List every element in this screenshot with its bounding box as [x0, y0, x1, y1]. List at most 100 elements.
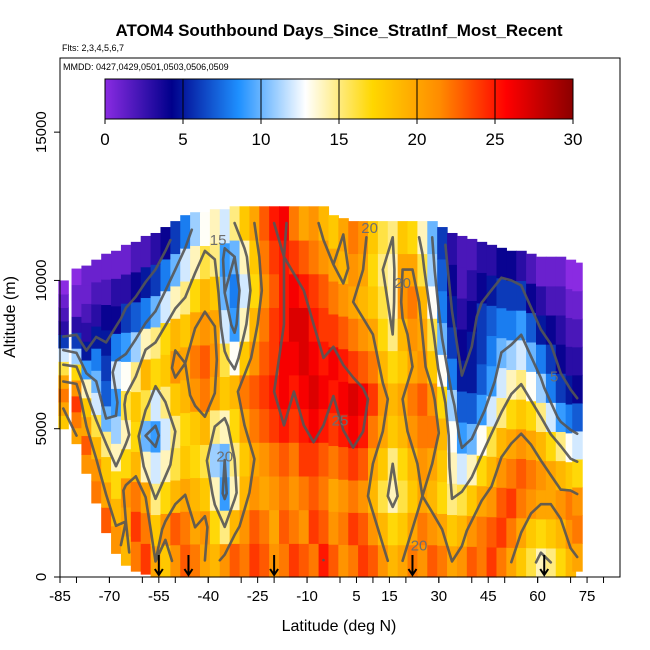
heatmap-cell	[377, 447, 389, 481]
y-tick-label: 5000	[33, 412, 50, 445]
heatmap-cell	[318, 475, 330, 511]
heatmap-cell	[91, 303, 102, 327]
heatmap-cell	[417, 253, 428, 287]
heatmap-cell	[506, 458, 517, 489]
heatmap-cell	[476, 241, 488, 273]
heatmap-cell	[298, 206, 310, 241]
heatmap-cell	[486, 516, 498, 548]
heatmap-cell	[437, 258, 448, 292]
heatmap-cell	[180, 313, 191, 348]
heatmap-cell	[81, 359, 92, 380]
heatmap-cell	[81, 303, 92, 323]
heatmap-cell	[209, 443, 221, 478]
heatmap-cell	[417, 415, 428, 449]
heatmap-cell	[572, 318, 583, 348]
heatmap-cell	[200, 245, 211, 280]
heatmap-cell	[526, 400, 537, 431]
heatmap-cell	[516, 339, 527, 370]
heatmap-cell	[101, 355, 112, 382]
heatmap-cell	[170, 350, 181, 384]
heatmap-cell	[377, 350, 389, 384]
heatmap-cell	[229, 408, 241, 443]
heatmap-cell	[377, 221, 389, 255]
heatmap-cell	[417, 512, 428, 546]
x-tick-label: 75	[579, 588, 596, 605]
heatmap-cell	[437, 417, 448, 451]
y-axis: 0 5000 10000 15000	[33, 111, 60, 581]
heatmap-cell	[318, 509, 330, 544]
profile-markers	[153, 555, 550, 577]
heatmap-cell	[288, 543, 300, 578]
heatmap-cell	[447, 420, 458, 453]
heatmap-cell	[572, 346, 583, 376]
heatmap-cell	[526, 547, 537, 578]
heatmap-cell	[209, 476, 221, 511]
heatmap-cell	[259, 442, 270, 477]
heatmap-cell	[328, 346, 339, 381]
heatmap-cell	[229, 307, 241, 342]
x-tick-label: -55	[148, 588, 170, 605]
heatmap-cell	[476, 424, 488, 456]
heatmap-cell	[427, 253, 438, 287]
heatmap-cell	[200, 477, 211, 512]
heatmap-cell	[516, 547, 527, 578]
x-axis-label: Latitude (deg N)	[282, 618, 397, 635]
heatmap-cell	[572, 486, 583, 516]
heatmap-cell	[120, 244, 132, 275]
heatmap-cell	[81, 397, 92, 418]
heatmap-cell	[219, 209, 231, 244]
heatmap-cell	[328, 544, 339, 578]
contour-label: 20	[361, 220, 378, 237]
heatmap-cell	[200, 212, 211, 246]
heatmap-cell	[358, 382, 369, 416]
profile-marker-arrow	[183, 555, 194, 577]
heatmap-cell	[526, 312, 537, 343]
heatmap-cell	[456, 452, 468, 485]
heatmap-cell	[377, 318, 389, 352]
heatmap-cell	[368, 479, 379, 513]
heatmap-cell	[397, 318, 409, 352]
heatmap-cell	[437, 386, 448, 419]
heatmap-cell	[536, 547, 547, 578]
contour-label: 25	[332, 413, 349, 430]
heatmap-cell	[298, 341, 310, 376]
heatmap-cell	[200, 411, 211, 445]
heatmap-cell	[130, 511, 142, 542]
heatmap-cell	[486, 335, 498, 367]
heatmap-cell	[298, 543, 310, 578]
heatmap-cell	[496, 517, 507, 548]
heatmap-cell	[150, 389, 162, 422]
heatmap-cell	[368, 350, 379, 384]
heatmap-cell	[209, 276, 221, 311]
heatmap-cell	[71, 348, 83, 365]
heatmap-cell	[279, 543, 290, 578]
heatmap-cell	[447, 389, 458, 422]
heatmap-cell	[358, 447, 369, 481]
heatmap-cell	[437, 227, 448, 260]
heatmap-cell	[506, 369, 517, 400]
profile-marker-arrow	[539, 555, 550, 577]
heatmap-cell	[338, 479, 349, 513]
heatmap-cell	[190, 212, 201, 246]
heatmap-cell	[180, 544, 191, 578]
heatmap-cell	[239, 307, 251, 342]
heatmap-cell	[348, 447, 359, 481]
heatmap-cell	[259, 239, 270, 275]
heatmap-cell	[229, 341, 241, 376]
heatmap-cell	[101, 279, 112, 306]
heatmap-cell	[259, 273, 270, 308]
heatmap-cell	[466, 361, 478, 394]
profile-marker-arrow	[269, 555, 279, 577]
heatmap-cell	[200, 344, 211, 379]
heatmap-cell	[111, 415, 122, 444]
heatmap-cell	[437, 290, 448, 324]
heatmap-cell	[526, 253, 537, 284]
heatmap-cell	[279, 442, 290, 477]
heatmap-cell	[397, 350, 409, 384]
heatmap-cell	[111, 250, 122, 279]
heatmap-cell	[170, 318, 181, 352]
heatmap-cell	[180, 215, 191, 249]
chart-title: ATOM4 Southbound Days_Since_StratInf_Mos…	[115, 21, 562, 40]
heatmap-cell	[387, 479, 399, 513]
heatmap-cell	[200, 311, 211, 346]
